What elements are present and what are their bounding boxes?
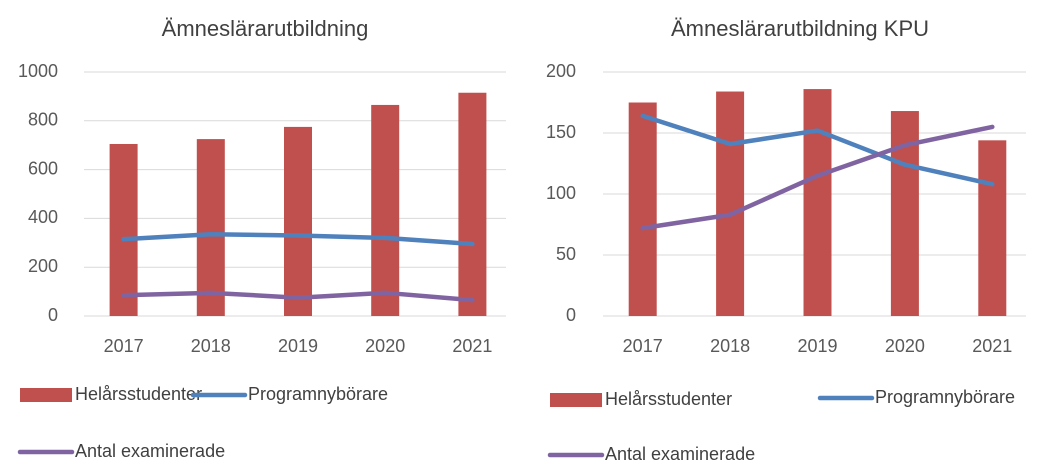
x-tick-label: 2018 [191,336,231,356]
bar [109,143,138,316]
x-tick-label: 2018 [710,336,750,356]
bar [284,126,312,317]
legend-swatch [20,388,72,402]
legend-label: Antal examinerade [605,444,755,462]
legend-label: Programnybörare [248,384,388,404]
x-tick-label: 2021 [972,336,1012,356]
y-tick-label: 0 [566,305,576,325]
x-tick-label: 2019 [797,336,837,356]
bar [978,140,1007,316]
x-tick-label: 2021 [452,336,492,356]
y-tick-label: 100 [546,183,576,203]
x-tick-label: 2017 [104,336,144,356]
legend-label: Programnybörare [875,387,1015,407]
bar [628,102,657,316]
y-tick-label: 150 [546,122,576,142]
y-tick-label: 600 [28,158,58,178]
chart-title: Ämneslärarutbildning [162,16,369,41]
legend-label: Helårsstudenter [605,389,732,409]
legend-swatch [550,393,602,407]
x-tick-label: 2019 [278,336,318,356]
legend-label: Helårsstudenter [75,384,202,404]
chart-title: Ämneslärarutbildning KPU [671,16,929,41]
y-tick-label: 400 [28,207,58,227]
y-tick-label: 200 [546,61,576,81]
bar [803,89,832,316]
line [640,124,995,231]
line [121,290,475,303]
y-tick-label: 800 [28,110,58,130]
y-tick-label: 200 [28,256,58,276]
bar [458,92,487,317]
y-tick-label: 50 [556,244,576,264]
bar [196,139,225,316]
line [640,113,995,187]
y-tick-label: 0 [48,305,58,325]
bar [371,104,400,316]
x-tick-label: 2020 [885,336,925,356]
bar [716,91,745,317]
legend-label: Antal examinerade [75,441,225,461]
x-tick-label: 2020 [365,336,405,356]
x-tick-label: 2017 [623,336,663,356]
line [121,232,475,247]
y-tick-label: 1000 [18,61,58,81]
